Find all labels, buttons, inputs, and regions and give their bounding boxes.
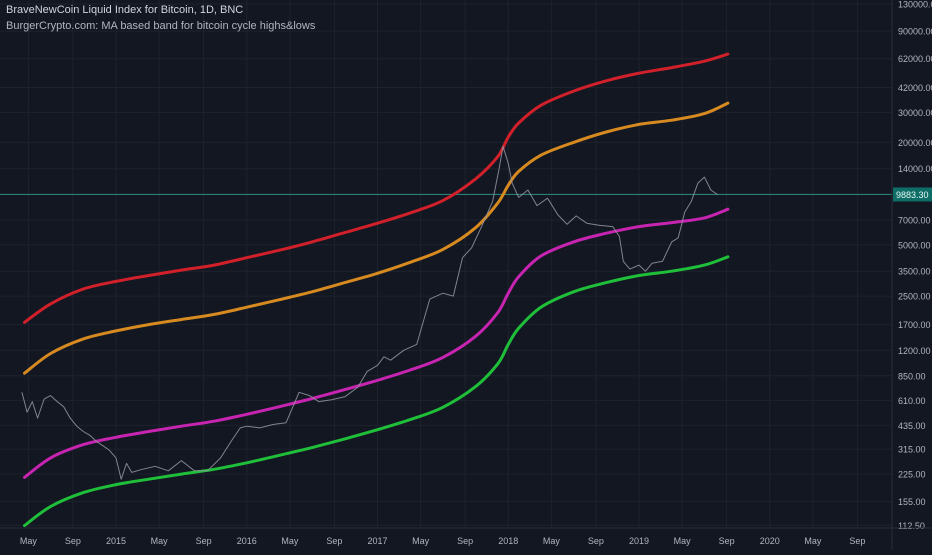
y-tick-label: 20000.00 — [898, 138, 932, 148]
magenta-band-line — [23, 207, 730, 479]
y-tick-label: 62000.00 — [898, 54, 932, 64]
x-tick-label: May — [281, 536, 299, 546]
y-tick-label: 42000.00 — [898, 83, 932, 93]
x-tick-label: May — [20, 536, 38, 546]
grid — [0, 0, 892, 528]
red-band-line — [23, 52, 730, 324]
y-tick-label: 610.00 — [898, 396, 926, 406]
y-tick-label: 850.00 — [898, 371, 926, 381]
series-layer — [0, 52, 892, 528]
y-tick-label: 130000.00 — [898, 0, 932, 10]
y-tick-label: 315.00 — [898, 445, 926, 455]
x-tick-label: May — [804, 536, 822, 546]
y-tick-label: 14000.00 — [898, 164, 932, 174]
current-price-badge — [893, 187, 932, 202]
y-tick-label: 3500.00 — [898, 267, 931, 277]
y-tick-label: 1700.00 — [898, 320, 931, 330]
x-tick-label: May — [151, 536, 169, 546]
y-tick-label: 30000.00 — [898, 108, 932, 118]
x-tick-label: Sep — [719, 536, 735, 546]
x-tick-label: 2020 — [760, 536, 780, 546]
y-tick-label: 1200.00 — [898, 346, 931, 356]
y-tick-label: 7000.00 — [898, 215, 931, 225]
y-tick-label: 435.00 — [898, 421, 926, 431]
x-tick-label: 2015 — [106, 536, 126, 546]
x-tick-label: 2017 — [367, 536, 387, 546]
y-tick-label: 90000.00 — [898, 27, 932, 37]
y-tick-label: 155.00 — [898, 497, 926, 507]
x-tick-label: 2018 — [498, 536, 518, 546]
x-tick-label: May — [543, 536, 561, 546]
x-tick-label: Sep — [196, 536, 212, 546]
x-tick-label: 2016 — [237, 536, 257, 546]
y-tick-label: 112.50 — [898, 521, 925, 531]
x-tick-label: May — [412, 536, 430, 546]
price-series-line — [21, 145, 718, 480]
chart-title: BraveNewCoin Liquid Index for Bitcoin, 1… — [6, 4, 244, 16]
green-band-line — [23, 255, 730, 528]
y-tick-label: 2500.00 — [898, 292, 931, 302]
x-tick-label: Sep — [457, 536, 473, 546]
x-tick-label: 2019 — [629, 536, 649, 546]
orange-band-line — [23, 101, 730, 375]
x-tick-label: Sep — [326, 536, 342, 546]
y-tick-label: 5000.00 — [898, 240, 931, 250]
x-tick-label: Sep — [65, 536, 81, 546]
y-tick-label: 225.00 — [898, 470, 926, 480]
chart-subtitle: BurgerCrypto.com: MA based band for bitc… — [6, 20, 316, 32]
x-tick-label: Sep — [849, 536, 865, 546]
x-tick-label: May — [674, 536, 692, 546]
x-tick-label: Sep — [588, 536, 604, 546]
current-price-label: 9883.30 — [896, 190, 929, 200]
